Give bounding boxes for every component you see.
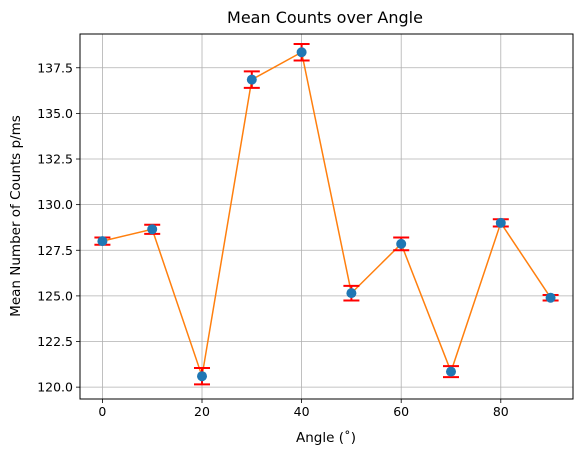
y-tick-label: 122.5 xyxy=(37,334,73,349)
data-point xyxy=(545,292,556,303)
gridlines xyxy=(80,34,573,399)
y-tick-label: 127.5 xyxy=(37,243,73,258)
data-point xyxy=(246,74,257,85)
data-point xyxy=(396,238,407,249)
data-point xyxy=(445,366,456,377)
data-point xyxy=(296,47,307,58)
x-tick-label: 60 xyxy=(393,404,409,419)
x-tick-label: 20 xyxy=(194,404,210,419)
data-point xyxy=(346,288,357,299)
data-point xyxy=(97,236,108,247)
x-tick-label: 40 xyxy=(294,404,310,419)
y-tick-label: 132.5 xyxy=(37,152,73,167)
y-tick-label: 137.5 xyxy=(37,60,73,75)
data-point xyxy=(147,224,158,235)
y-tick-label: 120.0 xyxy=(37,380,73,395)
series-line xyxy=(102,51,552,377)
y-tick-label: 125.0 xyxy=(37,288,73,303)
data-series xyxy=(94,43,559,386)
plot-frame xyxy=(79,33,574,400)
y-tick-label: 135.0 xyxy=(37,106,73,121)
x-axis-title: Angle (˚) xyxy=(296,429,356,446)
x-tick-label: 0 xyxy=(98,404,106,419)
chart-title: Mean Counts over Angle xyxy=(227,8,423,27)
x-tick-label: 80 xyxy=(493,404,509,419)
data-point xyxy=(495,217,506,228)
axis-ticks: 0 20 40 60 80 120.0 122.5 125.0 127.5 130.0 132.5 1… xyxy=(37,60,509,419)
y-axis-title: Mean Number of Counts p/ms xyxy=(8,115,24,317)
y-tick-label: 130.0 xyxy=(37,197,73,212)
data-point xyxy=(197,371,208,382)
